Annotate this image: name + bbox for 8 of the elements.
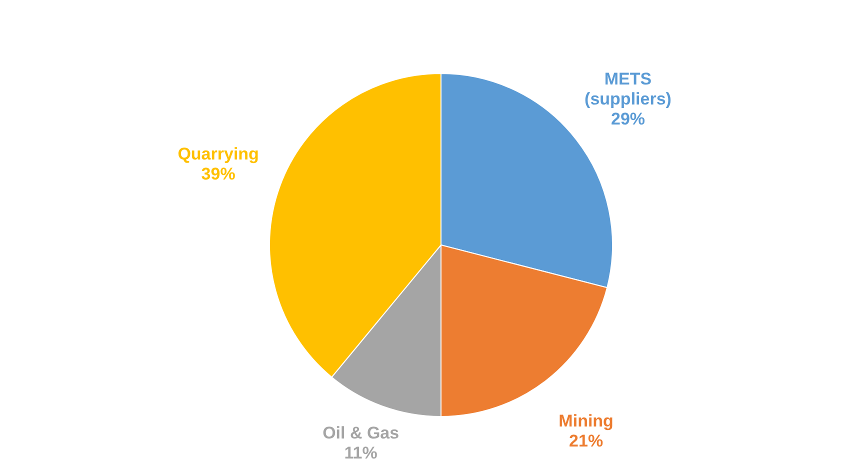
slice-label: METS (suppliers) [584,70,672,109]
slice-label: Mining [558,412,614,431]
data-label: 21% [569,432,604,451]
data-label: 11% [344,444,378,463]
data-label: 39% [201,164,236,184]
slice-label: Oil & Gas [322,424,400,443]
slice-label: Quarrying [178,144,259,164]
data-label: 29% [610,110,646,129]
